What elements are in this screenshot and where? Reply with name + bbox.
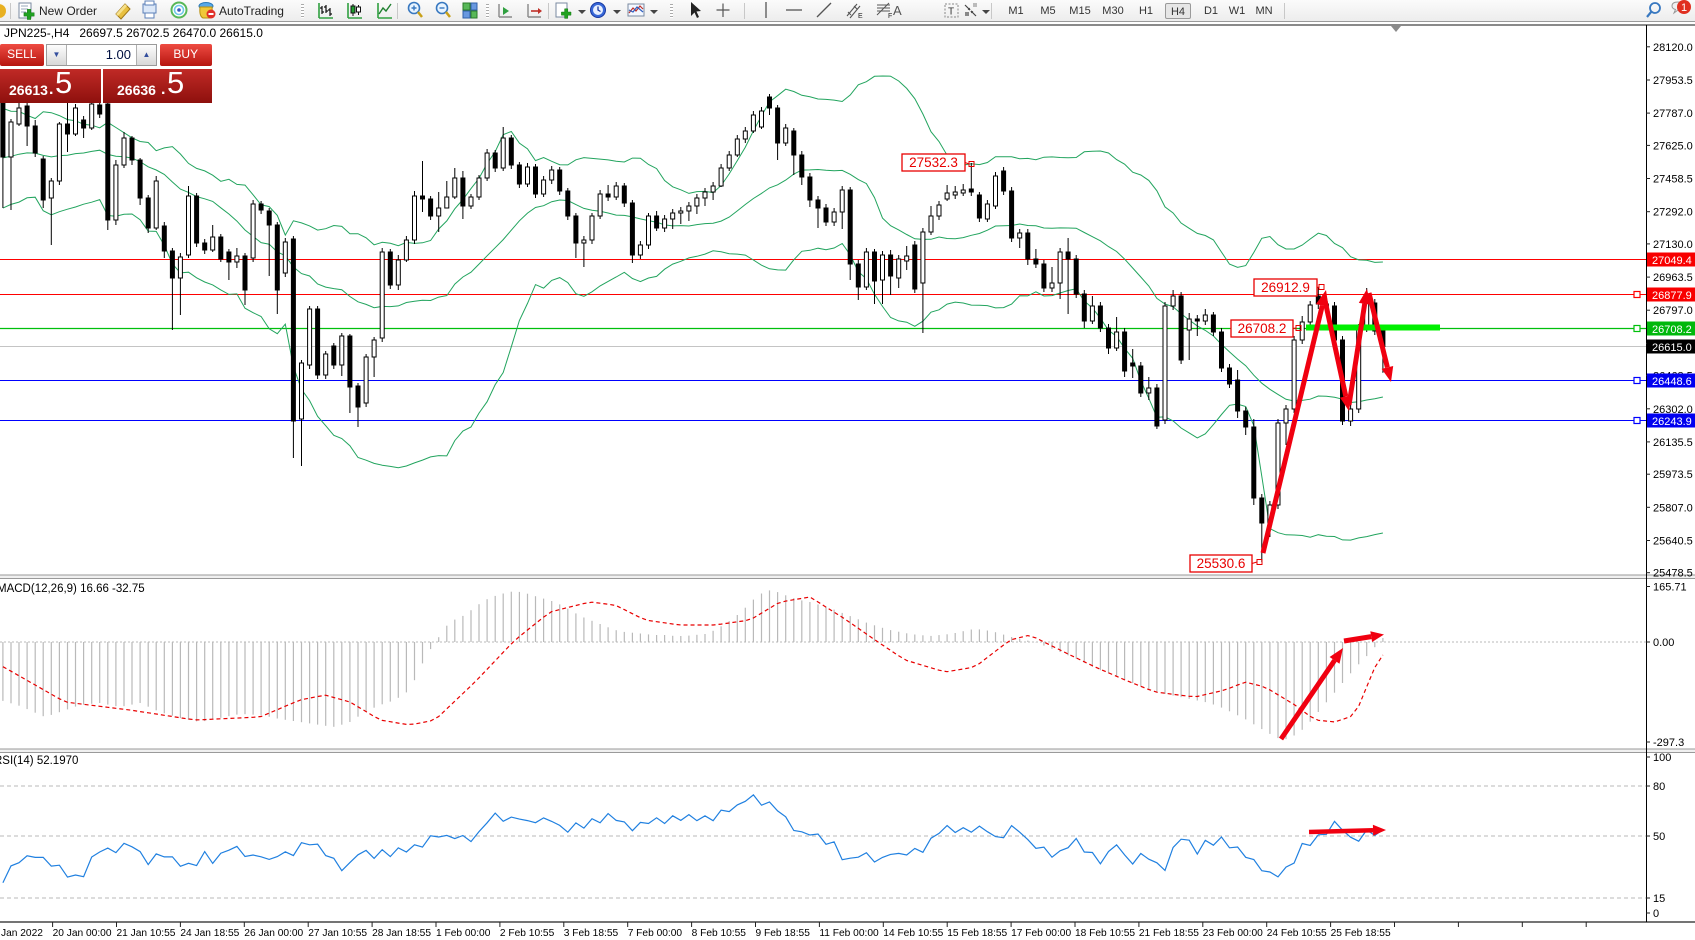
svg-text:14 Feb 10:55: 14 Feb 10:55	[883, 928, 943, 939]
svg-text:25973.5: 25973.5	[1653, 469, 1693, 481]
svg-text:21 Feb 18:55: 21 Feb 18:55	[1139, 928, 1199, 939]
svg-text:RSI(14) 52.1970: RSI(14) 52.1970	[0, 755, 78, 767]
svg-text:27787.0: 27787.0	[1653, 108, 1693, 120]
svg-text:24 Jan 18:55: 24 Jan 18:55	[180, 928, 239, 939]
svg-text:3 Feb 18:55: 3 Feb 18:55	[564, 928, 619, 939]
svg-text:25640.5: 25640.5	[1653, 536, 1693, 548]
svg-text:T: T	[948, 7, 954, 18]
svg-text:20 Jan 00:00: 20 Jan 00:00	[53, 928, 112, 939]
svg-text:Jan 2022: Jan 2022	[1, 928, 43, 939]
svg-text:21 Jan 10:55: 21 Jan 10:55	[117, 928, 176, 939]
svg-text:26963.5: 26963.5	[1653, 272, 1693, 284]
svg-text:18 Feb 10:55: 18 Feb 10:55	[1075, 928, 1135, 939]
svg-text:28 Jan 18:55: 28 Jan 18:55	[372, 928, 431, 939]
svg-text:26615.0: 26615.0	[1652, 342, 1692, 354]
svg-text:E: E	[858, 13, 863, 20]
svg-text:11 Feb 00:00: 11 Feb 00:00	[819, 928, 879, 939]
svg-text:26302.0: 26302.0	[1653, 404, 1693, 416]
svg-text:27953.5: 27953.5	[1653, 75, 1693, 87]
svg-text:17 Feb 00:00: 17 Feb 00:00	[1011, 928, 1071, 939]
svg-text:25 Feb 18:55: 25 Feb 18:55	[1331, 928, 1391, 939]
svg-text:-297.3: -297.3	[1653, 737, 1684, 749]
svg-text:26708.2: 26708.2	[1652, 324, 1692, 336]
svg-text:0.00: 0.00	[1653, 637, 1674, 649]
svg-text:A: A	[893, 3, 902, 18]
svg-text:27130.0: 27130.0	[1653, 239, 1693, 251]
svg-text:100: 100	[1653, 752, 1671, 764]
svg-text:7 Feb 00:00: 7 Feb 00:00	[628, 928, 683, 939]
svg-text:26135.5: 26135.5	[1653, 437, 1693, 449]
svg-text:26243.9: 26243.9	[1652, 416, 1692, 428]
svg-text:27625.0: 27625.0	[1653, 140, 1693, 152]
svg-text:26877.9: 26877.9	[1652, 290, 1692, 302]
svg-text:28120.0: 28120.0	[1653, 42, 1693, 54]
svg-text:26 Jan 00:00: 26 Jan 00:00	[244, 928, 303, 939]
svg-text:15: 15	[1653, 893, 1665, 905]
svg-text:27532.3: 27532.3	[909, 155, 958, 170]
svg-text:27 Jan 10:55: 27 Jan 10:55	[308, 928, 367, 939]
svg-text:8 Feb 10:55: 8 Feb 10:55	[692, 928, 747, 939]
svg-text:F: F	[888, 13, 892, 20]
svg-text:1 Feb 00:00: 1 Feb 00:00	[436, 928, 491, 939]
svg-text:27458.5: 27458.5	[1653, 174, 1693, 186]
svg-text:15 Feb 18:55: 15 Feb 18:55	[947, 928, 1007, 939]
svg-text:1: 1	[1681, 2, 1687, 14]
svg-text:2 Feb 10:55: 2 Feb 10:55	[500, 928, 555, 939]
svg-text:25478.5: 25478.5	[1653, 568, 1693, 580]
svg-text:24 Feb 10:55: 24 Feb 10:55	[1267, 928, 1327, 939]
svg-text:27049.4: 27049.4	[1652, 255, 1692, 267]
svg-text:26448.6: 26448.6	[1652, 376, 1692, 388]
svg-text:26708.2: 26708.2	[1238, 321, 1287, 336]
svg-text:0: 0	[1653, 908, 1659, 920]
svg-text:165.71: 165.71	[1653, 582, 1687, 594]
svg-text:JPN225-,H4 26697.5 26702.5 2: JPN225-,H4 26697.5 26702.5 26470.0 26615…	[4, 26, 263, 40]
svg-text:80: 80	[1653, 781, 1665, 793]
svg-text:26797.0: 26797.0	[1653, 305, 1693, 317]
svg-text:26912.9: 26912.9	[1261, 280, 1310, 295]
svg-text:25807.0: 25807.0	[1653, 502, 1693, 514]
svg-text:50: 50	[1653, 831, 1665, 843]
svg-text:MACD(12,26,9) 16.66 -32.75: MACD(12,26,9) 16.66 -32.75	[0, 583, 145, 595]
svg-text:9 Feb 18:55: 9 Feb 18:55	[756, 928, 811, 939]
svg-text:27292.0: 27292.0	[1653, 207, 1693, 219]
svg-text:25530.6: 25530.6	[1197, 556, 1246, 571]
svg-text:23 Feb 00:00: 23 Feb 00:00	[1203, 928, 1263, 939]
